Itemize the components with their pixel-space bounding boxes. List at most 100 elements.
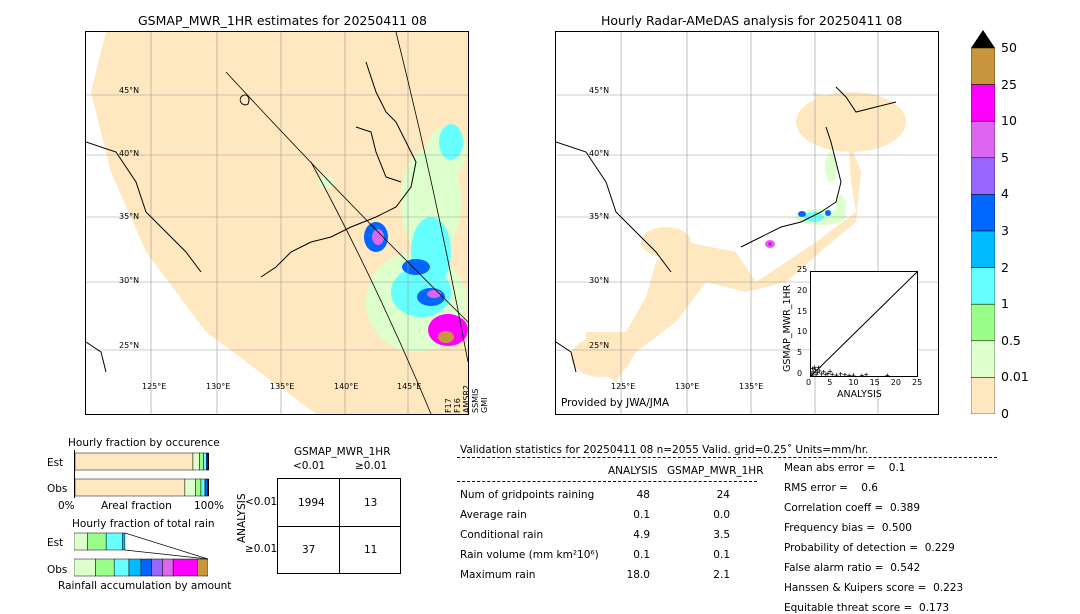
left-lon-label-135: 135°E xyxy=(270,382,295,391)
contingency-col-0: <0.01 xyxy=(293,460,326,472)
total-rain-connector-top xyxy=(124,532,209,560)
stats-score: Hanssen & Kuipers score = 0.223 xyxy=(784,582,964,594)
stats-score: Correlation coeff = 0.389 xyxy=(784,502,920,514)
stats-score: Frequency bias = 0.500 xyxy=(784,522,912,534)
scatter-point xyxy=(811,369,816,374)
stacked-bar-segment xyxy=(121,532,126,551)
colorbar-label: 25 xyxy=(1001,76,1017,92)
stats-header: Validation statistics for 20250411 08 n=… xyxy=(460,444,869,456)
stacked-bar-segment xyxy=(207,478,210,497)
total-rain-title: Hourly fraction of total rain xyxy=(72,518,215,530)
inset-scatter-box xyxy=(810,271,918,377)
stacked-bar-segment xyxy=(128,558,142,577)
colorbar-label: 1 xyxy=(1001,296,1009,312)
left-lon-label-130: 130°E xyxy=(206,382,231,391)
stats-row-label: Conditional rain xyxy=(460,529,544,541)
contingency-cell: 13 xyxy=(339,478,401,527)
colorbar-label: 0.01 xyxy=(1001,369,1029,385)
stats-row-analysis: 0.1 xyxy=(633,549,650,561)
stats-row-label: Maximum rain xyxy=(460,569,536,581)
scatter-point xyxy=(816,365,821,370)
cell-value: 13 xyxy=(364,497,378,509)
inset-y-tick: 10 xyxy=(797,327,808,337)
side-label-gmi: GMI xyxy=(480,397,489,413)
stats-row-gsmap: 24 xyxy=(716,489,730,501)
stats-score: Equitable threat score = 0.173 xyxy=(784,602,950,614)
inset-y-tick: 15 xyxy=(797,306,808,316)
right-lat-label-30: 30°N xyxy=(589,276,610,285)
scatter-point xyxy=(847,373,852,376)
cell-value: 37 xyxy=(302,544,316,556)
stacked-bar-segment xyxy=(73,532,88,551)
left-lat-label-40: 40°N xyxy=(119,149,140,158)
colorbar-label: 4 xyxy=(1001,186,1009,202)
inset-y-tick: 20 xyxy=(797,285,808,295)
right-lat-label-40: 40°N xyxy=(589,149,610,158)
inset-x-tick: 25 xyxy=(912,378,923,387)
scatter-point xyxy=(828,369,833,374)
inset-ylabel: GSMAP_MWR_1HR xyxy=(782,284,793,372)
stats-row-gsmap: 2.1 xyxy=(713,569,730,581)
colorbar-label: 3 xyxy=(1001,223,1009,238)
colorbar-label: 50 xyxy=(1001,40,1017,55)
stats-row-analysis: 0.1 xyxy=(633,509,650,521)
inset-y-tick: 0 xyxy=(797,369,803,378)
right-lat-label-25: 25°N xyxy=(589,341,610,350)
stats-row-analysis: 18.0 xyxy=(626,569,650,581)
side-label-amsr2: AMSR2 xyxy=(462,384,471,413)
stats-row-label: Rain volume (mm km²10⁶) xyxy=(460,549,599,561)
scatter-point xyxy=(814,372,819,376)
right-map-panel: Provided by JWA/JMA xyxy=(555,31,939,415)
scatter-point xyxy=(811,366,815,371)
scatter-point xyxy=(859,373,864,376)
side-label-f16: F16 xyxy=(453,398,462,413)
scatter-point xyxy=(813,367,818,372)
stats-row-analysis: 48 xyxy=(636,489,650,501)
inset-scatter-plot xyxy=(811,272,917,376)
total-rain-est-label: Est xyxy=(47,537,64,549)
occurrence-xlabel: Areal fraction xyxy=(101,500,172,512)
left-lat-label-35: 35°N xyxy=(119,212,140,221)
stacked-bar-segment xyxy=(200,478,206,497)
left-map-graphic xyxy=(86,32,468,414)
inset-xlabel: ANALYSIS xyxy=(837,389,882,400)
stacked-bar-segment xyxy=(105,532,123,551)
colorbar-segment xyxy=(970,84,996,122)
stacked-bar-segment xyxy=(195,478,202,497)
left-lon-label-140: 140°E xyxy=(334,382,359,391)
scatter-point xyxy=(834,373,839,376)
left-map-panel xyxy=(85,31,469,415)
scatter-point xyxy=(815,370,820,375)
stats-row-gsmap: 0.0 xyxy=(713,509,730,521)
contingency-row-0: <0.01 xyxy=(245,496,278,508)
inset-x-tick: 10 xyxy=(848,378,859,387)
stats-row-analysis: 4.9 xyxy=(633,529,650,541)
colorbar xyxy=(970,30,996,415)
contingency-cell: 1994 xyxy=(277,478,340,527)
stats-row-label: Num of gridpoints raining xyxy=(460,489,595,501)
stacked-bar-segment xyxy=(151,558,163,577)
scatter-point xyxy=(811,373,815,376)
colorbar-segment xyxy=(970,267,996,305)
contingency-title: GSMAP_MWR_1HR xyxy=(294,446,391,458)
occurrence-title: Hourly fraction by occurence xyxy=(68,437,220,449)
right-lat-label-35: 35°N xyxy=(589,212,610,221)
total-rain-obs-label: Obs xyxy=(47,564,68,576)
right-map-graphic xyxy=(556,32,938,414)
right-lat-label-45: 45°N xyxy=(589,86,610,95)
colorbar-label: 0.5 xyxy=(1001,332,1021,348)
left-lat-label-25: 25°N xyxy=(119,341,140,350)
right-lon-label-135: 135°E xyxy=(739,382,764,391)
scatter-point xyxy=(819,371,824,376)
colorbar-label: 10 xyxy=(1001,113,1017,129)
scatter-point xyxy=(864,372,869,376)
stats-score: False alarm ratio = 0.542 xyxy=(784,562,921,574)
total-rain-bars xyxy=(73,532,209,577)
stacked-bar-segment xyxy=(197,558,209,577)
right-lon-label-125: 125°E xyxy=(611,382,636,391)
stats-score: Mean abs error = 0.1 xyxy=(784,462,906,474)
colorbar-segment xyxy=(970,303,996,342)
scatter-point xyxy=(823,372,828,376)
contingency-col-1: ≥0.01 xyxy=(355,460,388,472)
colorbar-segment xyxy=(970,377,996,415)
